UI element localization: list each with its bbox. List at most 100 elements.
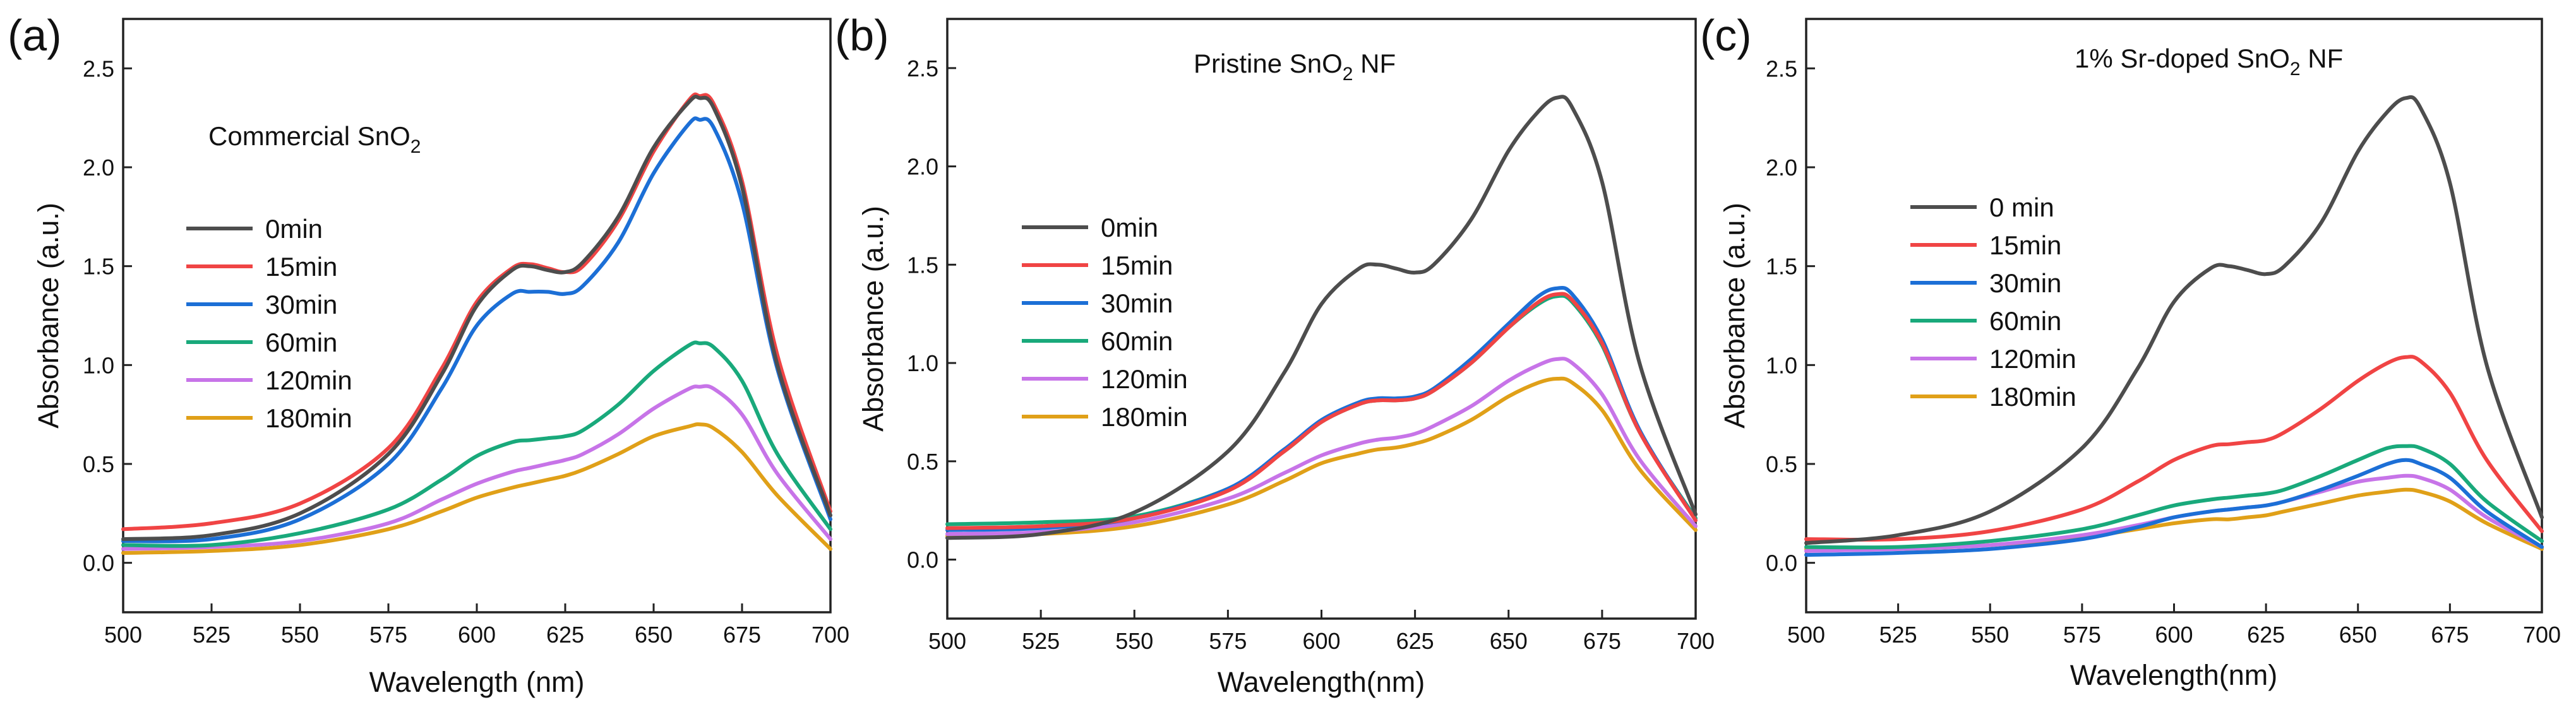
panel-c-plot-area: 500 525 550 575 600 625 650 675 700 0.0 0.5 1.0 1.5 2… xyxy=(1766,56,2561,648)
panel-b: (b) 500 525 550 575 600 625 650 675 700 0.0 0.5 1.0… xyxy=(835,11,1715,698)
panel-b-y-tick-label: 2.0 xyxy=(907,154,938,180)
panel-b-legend-label-15min: 15min xyxy=(1101,251,1173,280)
panel-a-series-30min-line xyxy=(121,116,832,543)
panel-a-series-60min-line xyxy=(121,340,832,548)
panel-c-y-tick-label: 2.5 xyxy=(1766,56,1797,81)
panel-a-y-tick-label: 2.5 xyxy=(83,56,114,81)
panel-b-legend-label-180min: 180min xyxy=(1101,402,1188,432)
panel-a-label: (a) xyxy=(8,11,62,60)
panel-c-y-tick-label: 0.0 xyxy=(1766,550,1797,576)
panel-a-y-tick-label: 2.0 xyxy=(83,155,114,181)
panel-b-x-tick-label: 700 xyxy=(1677,628,1715,654)
panel-a-series-180min-line xyxy=(121,422,832,555)
panel-b-series-180min-line xyxy=(945,376,1698,538)
panel-a-x-axis-label: Wavelength (nm) xyxy=(369,666,585,698)
panel-b-y-tick-label: 0.0 xyxy=(907,547,938,573)
panel-c-title: 1% Sr-doped SnO2 NF xyxy=(2075,44,2343,80)
panel-a-x-tick-label: 525 xyxy=(193,622,231,648)
panel-c-x-tick-label: 575 xyxy=(2063,622,2101,648)
panel-b-plot-area: 500 525 550 575 600 625 650 675 700 0.0 0.5 1.0 1.5 2… xyxy=(907,56,1715,654)
panel-c-y-tick-label: 1.0 xyxy=(1766,352,1797,378)
panel-a-x-tick-label: 675 xyxy=(723,622,761,648)
panel-c-series-30min-line xyxy=(1804,458,2544,557)
panel-b-y-tick-label: 1.5 xyxy=(907,252,938,278)
panel-c-x-tick-label: 625 xyxy=(2247,622,2285,648)
panel-c-x-tick-label: 650 xyxy=(2339,622,2377,648)
panel-b-x-tick-label: 525 xyxy=(1022,628,1060,654)
panel-b-x-tick-label: 550 xyxy=(1115,628,1153,654)
panel-c-legend-label-180min: 180min xyxy=(1989,382,2076,412)
panel-b-x-tick-label: 675 xyxy=(1583,628,1621,654)
panel-b-title-text: Pristine SnO xyxy=(1194,49,1343,78)
panel-a-x-tick-label: 500 xyxy=(104,622,142,648)
panel-a-x-tick-label: 650 xyxy=(635,622,673,648)
panel-a: (a) 500 525 550 575 600 625 650 675 700 0.0 0.5 1.0… xyxy=(8,11,849,698)
panel-c-title-suffix: NF xyxy=(2301,44,2344,73)
panel-c-legend-label-15min: 15min xyxy=(1989,230,2061,260)
panel-a-y-tick-label: 0.5 xyxy=(83,451,114,477)
panel-a-title: Commercial SnO2 xyxy=(208,121,421,157)
panel-b-y-tick-label: 0.5 xyxy=(907,449,938,475)
panel-a-legend-label-60min: 60min xyxy=(265,328,337,357)
panel-a-legend-label-180min: 180min xyxy=(265,403,352,433)
panel-c-x-tick-label: 700 xyxy=(2523,622,2561,648)
panel-b-y-tick-label: 1.0 xyxy=(907,350,938,376)
panel-c-x-tick-label: 550 xyxy=(1971,622,2009,648)
panel-a-series-120min-line xyxy=(121,384,832,551)
panel-c-legend-label-60min: 60min xyxy=(1989,306,2061,336)
panel-a-x-tick-label: 550 xyxy=(281,622,319,648)
panel-b-legend-label-30min: 30min xyxy=(1101,288,1173,318)
panel-c-legend-label-0min: 0 min xyxy=(1989,193,2054,222)
panel-c-x-tick-label: 500 xyxy=(1787,622,1825,648)
panel-a-legend-label-15min: 15min xyxy=(265,252,337,282)
panel-b-x-tick-label: 600 xyxy=(1302,628,1340,654)
panel-b-x-tick-label: 650 xyxy=(1490,628,1528,654)
panel-b-series-0min-line xyxy=(945,95,1698,540)
panel-b-x-tick-label: 575 xyxy=(1209,628,1247,654)
panel-c-title-subscript: 2 xyxy=(2290,59,2301,80)
panel-a-title-text: Commercial SnO xyxy=(208,121,410,151)
panel-b-legend-label-120min: 120min xyxy=(1101,364,1188,394)
panel-a-title-subscript: 2 xyxy=(410,136,421,157)
panel-c: (c) 500 525 550 575 600 625 650 675 700 0.0 0.5 1.0… xyxy=(1700,11,2561,691)
panel-a-x-tick-label: 625 xyxy=(546,622,584,648)
panel-a-x-tick-label: 575 xyxy=(369,622,407,648)
panel-c-x-axis-label: Wavelength(nm) xyxy=(2070,659,2277,691)
panel-a-y-tick-label: 1.5 xyxy=(83,254,114,280)
panel-c-x-tick-label: 600 xyxy=(2155,622,2193,648)
panel-b-title: Pristine SnO2 NF xyxy=(1194,49,1396,85)
panel-c-label: (c) xyxy=(1700,11,1752,60)
panel-c-series-15min-line xyxy=(1804,355,2544,542)
panel-c-legend: 0 min 15min 30min 60min 120min 180min xyxy=(1910,193,2076,412)
panel-b-y-axis-label: Absorbance (a.u.) xyxy=(857,206,889,432)
panel-c-y-tick-label: 0.5 xyxy=(1766,451,1797,477)
panel-c-x-tick-label: 525 xyxy=(1879,622,1917,648)
panel-b-label: (b) xyxy=(835,11,889,60)
panel-b-legend-label-60min: 60min xyxy=(1101,326,1173,356)
panel-c-series-60min-line xyxy=(1804,444,2544,550)
panel-b-y-tick-label: 2.5 xyxy=(907,56,938,81)
panel-b-series-15min-line xyxy=(945,292,1698,530)
panel-a-legend-label-120min: 120min xyxy=(265,365,352,395)
panel-a-y-tick-label: 0.0 xyxy=(83,550,114,576)
panel-c-y-tick-label: 2.0 xyxy=(1766,155,1797,181)
panel-b-x-tick-label: 625 xyxy=(1396,628,1434,654)
panel-c-y-axis-label: Absorbance (a.u.) xyxy=(1718,203,1751,429)
panel-b-title-subscript: 2 xyxy=(1343,64,1353,85)
panel-a-x-tick-label: 700 xyxy=(812,622,849,648)
panel-b-x-axis-label: Wavelength(nm) xyxy=(1218,666,1425,698)
panel-a-legend-label-30min: 30min xyxy=(265,290,337,319)
panel-a-plot-area: 500 525 550 575 600 625 650 675 700 0.0 0.5 1.0 1.5 2… xyxy=(83,56,849,648)
panel-a-series-0min-line xyxy=(121,95,832,542)
panel-c-legend-label-120min: 120min xyxy=(1989,344,2076,374)
panel-c-series-0min-line xyxy=(1804,95,2544,545)
panel-b-legend-label-0min: 0min xyxy=(1101,213,1158,242)
panel-c-y-tick-label: 1.5 xyxy=(1766,254,1797,280)
panel-c-title-text: 1% Sr-doped SnO xyxy=(2075,44,2290,73)
panel-a-legend: 0min 15min 30min 60min 120min 180min xyxy=(186,214,352,433)
panel-a-y-tick-label: 1.0 xyxy=(83,352,114,378)
panel-b-legend: 0min 15min 30min 60min 120min 180min xyxy=(1022,213,1188,432)
panel-c-legend-label-30min: 30min xyxy=(1989,268,2061,298)
